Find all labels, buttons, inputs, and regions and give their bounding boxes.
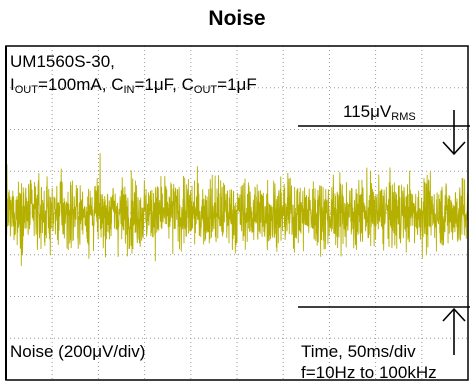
conditions-label: IOUT=100mA, CIN=1μF, COUT=1μF (10, 75, 257, 96)
up-arrow-icon (442, 307, 466, 355)
x-scale-label: Time, 50ms/div (301, 342, 416, 361)
device-label: UM1560S-30, (10, 52, 115, 71)
rms-measurement-label: 115μVRMS (343, 102, 416, 123)
down-arrow-icon (442, 110, 466, 156)
bandwidth-label: f=10Hz to 100kHz (301, 363, 437, 382)
y-scale-label: Noise (200μV/div) (10, 342, 146, 361)
noise-trace (5, 153, 469, 266)
chart-title: Noise (208, 7, 266, 30)
